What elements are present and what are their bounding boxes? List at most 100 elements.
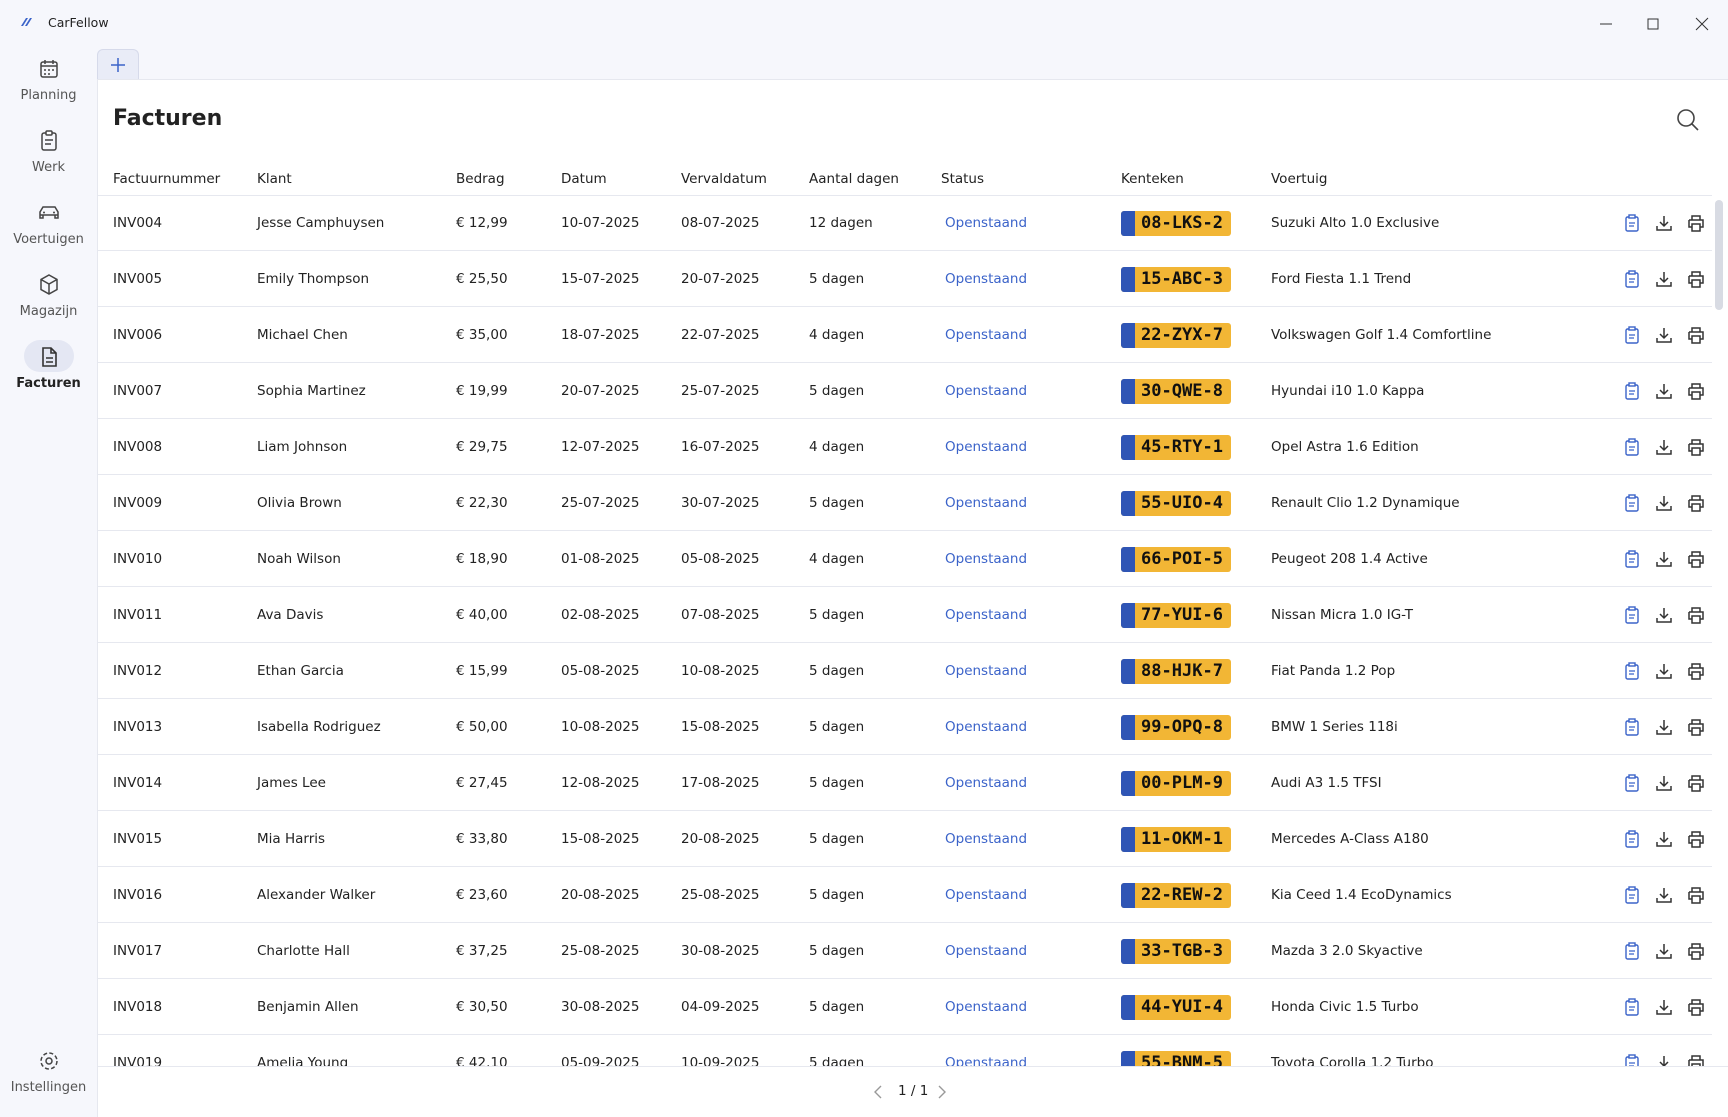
print-button[interactable] [1686,325,1706,345]
print-button[interactable] [1686,213,1706,233]
sidebar: Planning Werk Voertuigen Magazijn Facturen In… [0,46,97,1117]
download-button[interactable] [1654,997,1674,1017]
table-row[interactable]: INV013 Isabella Rodriguez € 50,00 10-08-202… [98,699,1712,755]
print-button[interactable] [1686,661,1706,681]
copy-button[interactable] [1622,1053,1642,1067]
table-row[interactable]: INV018 Benjamin Allen € 30,50 30-08-2025 04-… [98,979,1712,1035]
table-row[interactable]: INV008 Liam Johnson € 29,75 12-07-2025 16-07… [98,419,1712,475]
table-row[interactable]: INV019 Amelia Young € 42,10 05-09-2025 10-09… [98,1035,1712,1067]
copy-button[interactable] [1622,605,1642,625]
table-row[interactable]: INV016 Alexander Walker € 23,60 20-08-2025 2… [98,867,1712,923]
download-button[interactable] [1654,493,1674,513]
table-row[interactable]: INV007 Sophia Martinez € 19,99 20-07-2025 25… [98,363,1712,419]
cell-text: Hyundai i10 1.0 Kappa [1271,383,1425,399]
download-button[interactable] [1654,269,1674,289]
table-row[interactable]: INV012 Ethan Garcia € 15,99 05-08-2025 10-08… [98,643,1712,699]
download-button[interactable] [1654,605,1674,625]
nav-label: Voertuigen [13,232,84,247]
download-button[interactable] [1654,381,1674,401]
table-row[interactable]: INV004 Jesse Camphuysen € 12,99 10-07-2025 0… [98,195,1712,251]
download-button[interactable] [1654,661,1674,681]
cell-text: 5 dagen [809,495,865,511]
print-button[interactable] [1686,1053,1706,1067]
copy-button[interactable] [1622,437,1642,457]
table-row[interactable]: INV015 Mia Harris € 33,80 15-08-2025 20-08-2… [98,811,1712,867]
column-header: Factuurnummer [113,171,221,187]
print-button[interactable] [1686,997,1706,1017]
print-button[interactable] [1686,885,1706,905]
download-button[interactable] [1654,325,1674,345]
cell-text: 12 dagen [809,215,873,231]
table-row[interactable]: INV017 Charlotte Hall € 37,25 25-08-2025 30-… [98,923,1712,979]
table-row[interactable]: INV009 Olivia Brown € 22,30 25-07-2025 30-07… [98,475,1712,531]
print-button[interactable] [1686,549,1706,569]
cell-text: Michael Chen [257,327,348,343]
window-controls[interactable] [1598,17,1718,31]
copy-button[interactable] [1622,661,1642,681]
cell-text: 02-08-2025 [561,607,640,623]
download-button[interactable] [1654,437,1674,457]
print-button[interactable] [1686,269,1706,289]
download-button[interactable] [1654,213,1674,233]
table-row[interactable]: INV014 James Lee € 27,45 12-08-2025 17-08-20… [98,755,1712,811]
copy-button[interactable] [1622,885,1642,905]
cell-text: € 22,30 [456,495,508,511]
table-row[interactable]: INV005 Emily Thompson € 25,50 15-07-2025 20-… [98,251,1712,307]
column-header: Aantal dagen [809,171,899,187]
copy-button[interactable] [1622,269,1642,289]
copy-button[interactable] [1622,325,1642,345]
download-button[interactable] [1654,549,1674,569]
nav-item[interactable]: Instellingen [0,1044,97,1095]
copy-button[interactable] [1622,773,1642,793]
cell-text: Toyota Corolla 1.2 Turbo [1271,1055,1434,1067]
print-button[interactable] [1686,605,1706,625]
search-button[interactable] [1676,108,1700,132]
download-button[interactable] [1654,941,1674,961]
copy-button[interactable] [1622,381,1642,401]
nav-item[interactable]: Planning [0,52,97,103]
copy-button[interactable] [1622,213,1642,233]
table-row[interactable]: INV011 Ava Davis € 40,00 02-08-2025 07-08-20… [98,587,1712,643]
cell-text: 20-07-2025 [681,271,760,287]
copy-button[interactable] [1622,829,1642,849]
print-button[interactable] [1686,381,1706,401]
scrollbar[interactable] [1715,200,1723,310]
cell-text: Alexander Walker [257,887,376,903]
download-button[interactable] [1654,773,1674,793]
print-button[interactable] [1686,941,1706,961]
download-button[interactable] [1654,829,1674,849]
copy-button[interactable] [1622,941,1642,961]
print-button[interactable] [1686,437,1706,457]
copy-button[interactable] [1622,549,1642,569]
print-button[interactable] [1686,773,1706,793]
download-button[interactable] [1654,885,1674,905]
copy-button[interactable] [1622,997,1642,1017]
cell-text: 12-08-2025 [561,775,640,791]
new-tab-button[interactable] [97,49,139,80]
cell-text: € 18,90 [456,551,508,567]
download-button[interactable] [1654,717,1674,737]
cell-text: 25-08-2025 [561,943,640,959]
nav-item[interactable]: Magazijn [0,268,97,319]
print-button[interactable] [1686,493,1706,513]
nav-item[interactable]: Werk [0,124,97,175]
cell-text: INV012 [113,663,163,679]
copy-button[interactable] [1622,493,1642,513]
print-button[interactable] [1686,829,1706,849]
cell-text: Volkswagen Golf 1.4 Comfortline [1271,327,1492,343]
table-row[interactable]: INV010 Noah Wilson € 18,90 01-08-2025 05-08-… [98,531,1712,587]
print-button[interactable] [1686,717,1706,737]
cell-text: Emily Thompson [257,271,370,287]
cell-text: 5 dagen [809,663,865,679]
nav-item[interactable]: Voertuigen [0,196,97,247]
cell-text: 04-09-2025 [681,999,760,1015]
copy-button[interactable] [1622,717,1642,737]
page-indicator: 1 / 1 [898,1083,929,1099]
next-page[interactable] [936,1084,948,1100]
download-button[interactable] [1654,1053,1674,1067]
status-label: Openstaand [945,775,1028,791]
column-header: Kenteken [1121,171,1184,187]
nav-item[interactable]: Facturen [0,340,97,391]
prev-page[interactable] [872,1084,884,1100]
table-row[interactable]: INV006 Michael Chen € 35,00 18-07-2025 22-07… [98,307,1712,363]
